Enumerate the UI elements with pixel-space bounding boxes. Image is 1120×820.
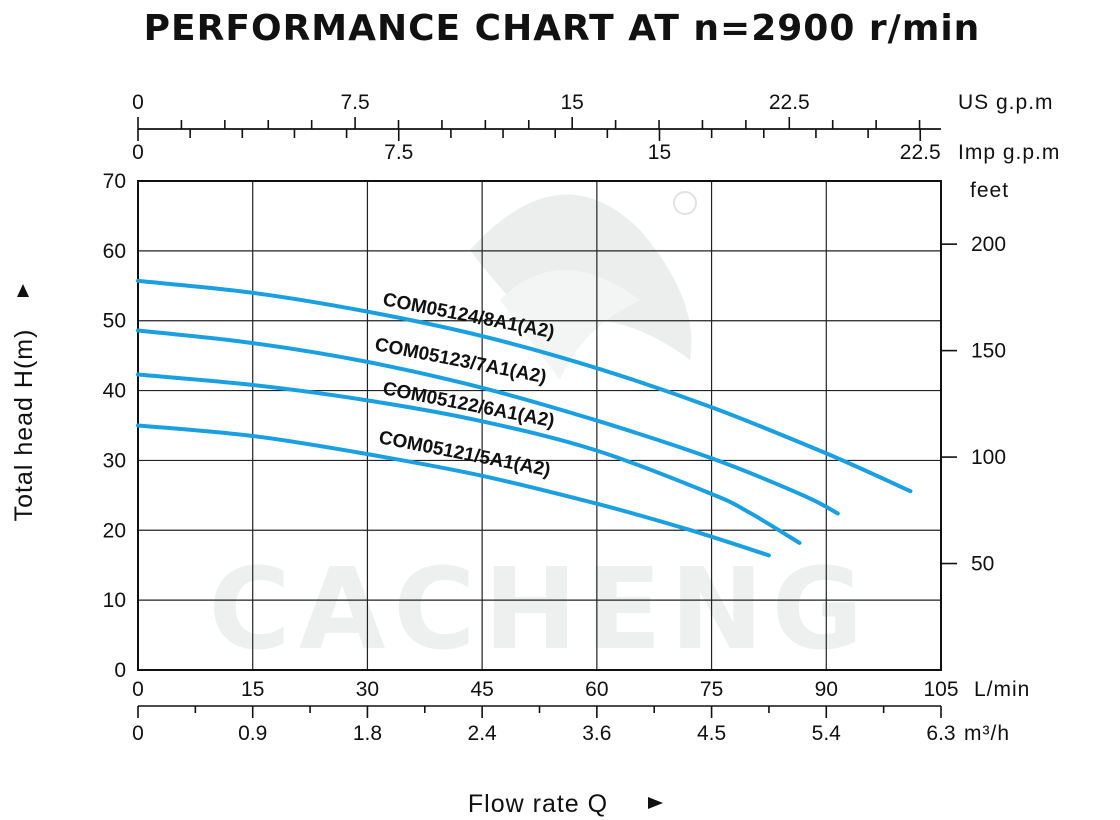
series-curves	[136, 278, 913, 558]
m3h-tick-label: 6.3	[926, 722, 955, 745]
y-axis-title: Total head H(m)	[10, 329, 38, 522]
m3h-tick-label: 0	[132, 722, 144, 745]
feet-tick-label: 100	[971, 446, 1006, 469]
x-tick-label: 30	[356, 678, 379, 701]
y-tick-label: 60	[103, 240, 126, 263]
y-tick-label: 30	[103, 449, 126, 472]
head-axis-meters: 0 10 20 30 40 50 60 70	[103, 170, 126, 682]
x-tick-label: 15	[241, 678, 264, 701]
m3h-tick-label: 2.4	[468, 722, 498, 745]
curve-com0512-8a1	[136, 278, 913, 494]
x-tick-label: 105	[923, 678, 958, 701]
m3h-tick-label: 4.5	[697, 722, 726, 745]
feet-tick-label: 50	[971, 553, 994, 576]
imp-gpm-tick-label: 15	[648, 141, 671, 164]
x-axis-arrow-icon	[648, 797, 663, 809]
flow-axis-us-gpm: 0 7.5 15 22.5 US g.p.m	[132, 91, 1054, 130]
curve-com0512-7a1	[136, 328, 840, 516]
x-tick-label: 45	[470, 678, 493, 701]
brand-watermark: CACHENG	[209, 191, 872, 675]
m3h-tick-label: 5.4	[812, 722, 842, 745]
feet-tick-label: 200	[971, 233, 1006, 256]
us-gpm-tick-label: 7.5	[340, 91, 369, 114]
us-gpm-tick-label: 22.5	[769, 91, 810, 114]
imp-gpm-tick-label: 0	[132, 141, 144, 164]
us-gpm-tick-label: 15	[561, 91, 584, 114]
m3h-tick-label: 0.9	[238, 722, 267, 745]
y-tick-label: 40	[103, 380, 126, 403]
imp-gpm-tick-label: 7.5	[384, 141, 413, 164]
x-tick-label: 75	[700, 678, 723, 701]
flow-axis-lmin: 0 15 30 45 60 75 90 105 L/min	[132, 678, 1030, 701]
y-axis-arrow-icon	[17, 284, 29, 297]
chart-title: PERFORMANCE CHART AT n=2900 r/min	[144, 8, 981, 49]
grid	[138, 181, 941, 670]
curve-com0512-6a1	[136, 372, 802, 545]
x-tick-label: 0	[132, 678, 144, 701]
x-tick-label: 90	[815, 678, 838, 701]
us-gpm-tick-label: 0	[132, 91, 144, 114]
feet-tick-label: 150	[971, 340, 1006, 363]
imp-gpm-tick-label: 22.5	[900, 141, 941, 164]
x-axis-title: Flow rate Q	[468, 790, 608, 818]
y-tick-label: 10	[103, 589, 126, 612]
lmin-unit-label: L/min	[974, 678, 1030, 701]
watermark-text: CACHENG	[209, 545, 872, 675]
m3h-unit-label: m³/h	[964, 722, 1010, 745]
y-tick-label: 70	[103, 170, 126, 193]
head-axis-feet: 50 100 150 200 feet	[941, 179, 1009, 576]
feet-unit-label: feet	[970, 179, 1009, 202]
y-tick-label: 50	[103, 310, 126, 333]
imp-gpm-unit-label: Imp g.p.m	[958, 141, 1060, 164]
m3h-tick-label: 1.8	[353, 722, 382, 745]
flow-axis-m3h: 0 0.9 1.8 2.4 3.6 4.5 5.4 6.3 m³/h	[132, 705, 1010, 745]
us-gpm-unit-label: US g.p.m	[958, 91, 1054, 114]
y-tick-label: 0	[114, 659, 126, 682]
curve-com0512-5a1	[136, 423, 771, 558]
y-tick-label: 20	[103, 519, 126, 542]
x-tick-label: 60	[585, 678, 608, 701]
m3h-tick-label: 3.6	[582, 722, 611, 745]
flow-axis-imp-gpm: 0 7.5 15 22.5 Imp g.p.m	[132, 128, 1060, 164]
